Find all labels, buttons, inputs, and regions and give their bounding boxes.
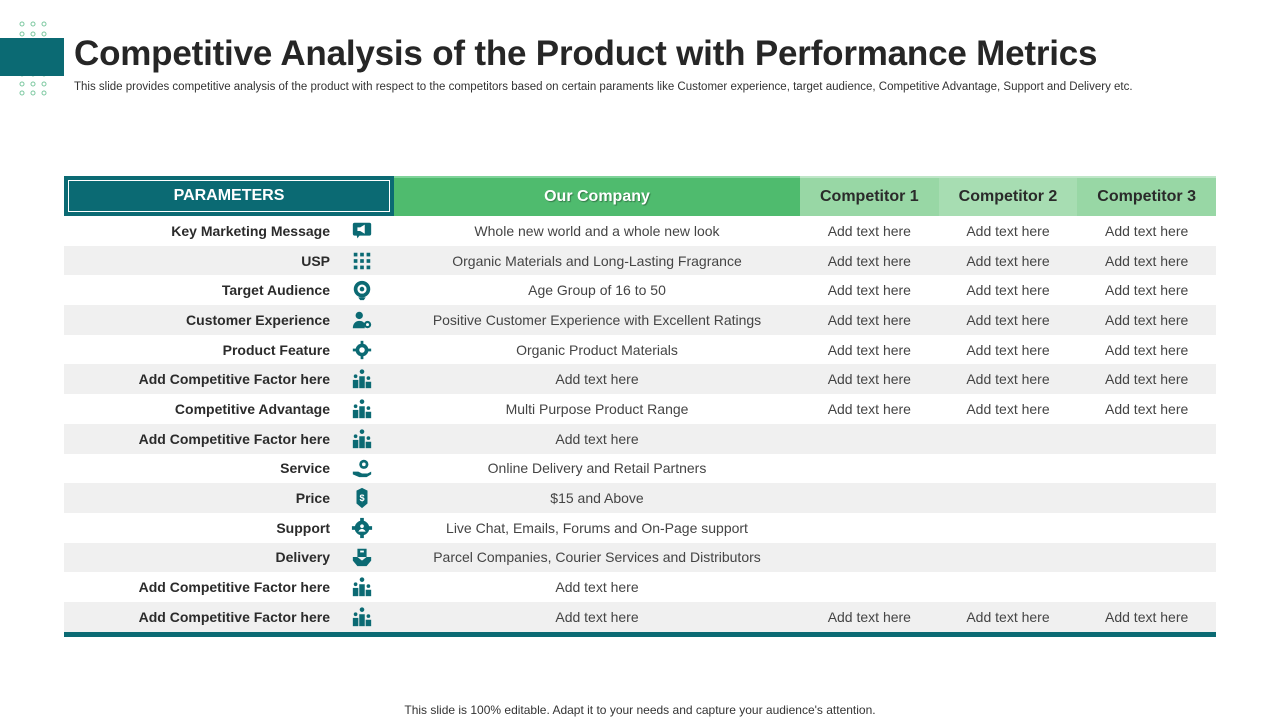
competitor-1-value: Add text here <box>827 371 911 388</box>
parameter-label: Delivery <box>275 549 330 566</box>
podium-icon <box>330 606 394 628</box>
delivery-box-icon <box>330 546 394 568</box>
parameter-label: Add Competitive Factor here <box>138 371 330 388</box>
parameter-label: Support <box>276 519 330 536</box>
our-company-value: Add text here <box>555 608 639 625</box>
table-row: Add Competitive Factor here Add text here <box>64 572 1216 602</box>
page-title: Competitive Analysis of the Product with… <box>74 34 1098 73</box>
our-company-value: Organic Product Materials <box>516 341 678 358</box>
parameter-label: Key Marketing Message <box>171 222 330 239</box>
header-competitor-1: Competitor 1 <box>800 176 939 216</box>
competitor-3-value: Add text here <box>1105 371 1189 388</box>
competitor-2-value: Add text here <box>966 252 1050 269</box>
competitor-2-value: Add text here <box>966 311 1050 328</box>
table-row: Add Competitive Factor here Add text here… <box>64 364 1216 395</box>
support-gear-icon <box>330 517 394 539</box>
competitor-2-value: Add text here <box>966 371 1050 388</box>
competitor-2-value: Add text here <box>966 282 1050 299</box>
table-row: Competitive Advantage Multi Purpose Produ… <box>64 394 1216 424</box>
competitor-1-value: Add text here <box>827 222 911 239</box>
service-hand-icon <box>330 457 394 479</box>
header-competitor-2: Competitor 2 <box>938 176 1078 216</box>
competitor-3-value: Add text here <box>1105 252 1189 269</box>
our-company-value: Online Delivery and Retail Partners <box>487 460 707 477</box>
our-company-value: Age Group of 16 to 50 <box>528 282 666 299</box>
table-header-row: PARAMETERS Our Company Competitor 1 Comp… <box>64 176 1216 216</box>
podium-icon <box>330 368 394 390</box>
table-row: Delivery Parcel Companies, Courier Servic… <box>64 542 1216 573</box>
podium-icon <box>330 576 394 598</box>
our-company-value: $15 and Above <box>550 490 644 507</box>
target-icon <box>330 279 394 301</box>
table-row: Target Audience Age Group of 16 to 50 Add … <box>64 275 1216 305</box>
user-gear-icon <box>330 309 394 331</box>
our-company-value: Multi Purpose Product Range <box>505 400 689 417</box>
grid-icon <box>330 250 394 272</box>
parameter-label: Competitive Advantage <box>174 400 330 417</box>
header-our-company: Our Company <box>394 176 800 216</box>
competitor-1-value: Add text here <box>827 608 911 625</box>
parameter-label: Add Competitive Factor here <box>138 579 330 596</box>
competitor-2-value: Add text here <box>966 341 1050 358</box>
competitor-1-value: Add text here <box>827 400 911 417</box>
header-parameters: PARAMETERS <box>64 176 394 216</box>
competitive-analysis-table: PARAMETERS Our Company Competitor 1 Comp… <box>64 176 1216 637</box>
parameter-label: Add Competitive Factor here <box>138 430 330 447</box>
parameter-label: Product Feature <box>222 341 330 358</box>
parameter-label: USP <box>301 252 330 269</box>
our-company-value: Parcel Companies, Courier Services and D… <box>433 549 761 566</box>
gear-icon <box>330 339 394 361</box>
competitor-1-value: Add text here <box>827 341 911 358</box>
parameter-label: Customer Experience <box>186 311 330 328</box>
parameter-label: Target Audience <box>221 282 330 299</box>
table-bottom-bar <box>64 631 1216 637</box>
competitor-3-value: Add text here <box>1105 608 1189 625</box>
competitor-3-value: Add text here <box>1105 282 1189 299</box>
footer-note: This slide is 100% editable. Adapt it to… <box>404 703 876 717</box>
price-tag-icon <box>330 487 394 509</box>
podium-icon <box>330 428 394 450</box>
title-accent-block <box>0 38 64 76</box>
parameter-label: Add Competitive Factor here <box>138 608 330 625</box>
table-row: Product Feature Organic Product Materials… <box>64 335 1216 365</box>
competitor-1-value: Add text here <box>827 311 911 328</box>
table-row: Add Competitive Factor here Add text here… <box>64 601 1216 632</box>
our-company-value: Add text here <box>555 579 639 596</box>
competitor-2-value: Add text here <box>966 222 1050 239</box>
table-row: Support Live Chat, Emails, Forums and On-… <box>64 513 1216 543</box>
our-company-value: Positive Customer Experience with Excell… <box>432 311 762 328</box>
table-row: USP Organic Materials and Long-Lasting Fr… <box>64 245 1216 276</box>
our-company-value: Whole new world and a whole new look <box>474 222 720 239</box>
competitor-3-value: Add text here <box>1105 341 1189 358</box>
competitor-3-value: Add text here <box>1105 400 1189 417</box>
our-company-value: Add text here <box>555 371 639 388</box>
table-body: Key Marketing Message Whole new world and… <box>64 216 1216 632</box>
competitor-1-value: Add text here <box>827 282 911 299</box>
table-row: Service Online Delivery and Retail Partne… <box>64 454 1216 484</box>
parameter-label: Service <box>280 460 330 477</box>
competitor-2-value: Add text here <box>966 400 1050 417</box>
table-row: Key Marketing Message Whole new world and… <box>64 216 1216 246</box>
parameter-label: Price <box>295 490 330 507</box>
header-competitor-3: Competitor 3 <box>1077 176 1216 216</box>
competitor-3-value: Add text here <box>1105 222 1189 239</box>
our-company-value: Live Chat, Emails, Forums and On-Page su… <box>446 519 748 536</box>
table-row: Customer Experience Positive Customer Exp… <box>64 305 1216 335</box>
table-row: Add Competitive Factor here Add text here <box>64 423 1216 454</box>
our-company-value: Organic Materials and Long-Lasting Fragr… <box>452 252 742 269</box>
megaphone-icon <box>330 220 394 242</box>
table-row: Price $15 and Above <box>64 483 1216 513</box>
podium-icon <box>330 398 394 420</box>
competitor-2-value: Add text here <box>966 608 1050 625</box>
competitor-1-value: Add text here <box>827 252 911 269</box>
competitor-3-value: Add text here <box>1105 311 1189 328</box>
page-subtitle: This slide provides competitive analysis… <box>74 81 1133 93</box>
our-company-value: Add text here <box>555 430 639 447</box>
